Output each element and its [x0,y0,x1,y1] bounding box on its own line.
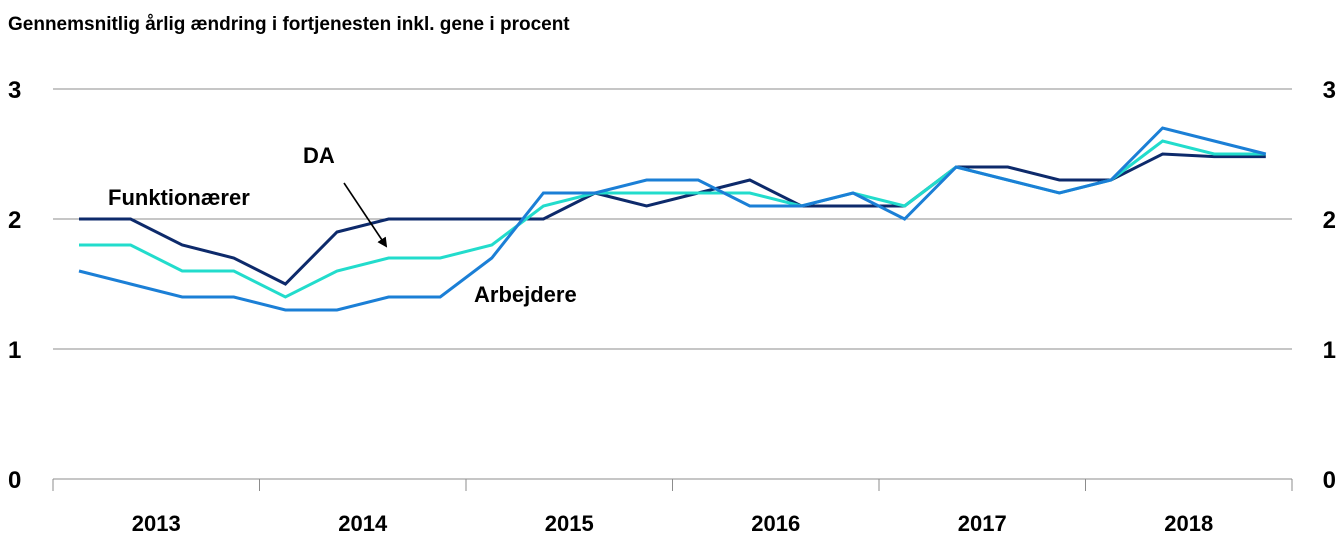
y-tick-label-right: 2 [1323,207,1336,234]
series-lines [78,126,1267,312]
y-tick-label-left: 2 [8,207,21,234]
x-tick-label: 2015 [545,511,594,536]
chart-title: Gennemsnitlig årlig ændring i fortjenest… [8,14,570,35]
y-tick-label-left: 1 [8,337,21,364]
x-tick-label: 2016 [751,511,800,536]
y-axis-right: 0 1 2 3 [1323,77,1336,494]
x-axis: 2013 2014 2015 2016 2017 2018 [52,478,1293,536]
x-tick-label: 2018 [1164,511,1213,536]
annotation-arbejdere: Arbejdere [474,282,577,307]
x-tick-label: 2014 [338,511,388,536]
x-tick-label: 2013 [132,511,181,536]
y-tick-label-left: 3 [8,77,21,104]
annotation-da: DA [303,143,335,168]
y-tick-label-right: 0 [1323,467,1336,494]
gridlines [53,88,1292,350]
series-line-funktionaerer [79,152,1266,286]
annotation-funktionaerer: Funktionærer [108,185,250,210]
annotation-da-arrow [343,182,388,248]
y-axis-left: 0 1 2 3 [8,77,21,494]
x-tick-label: 2017 [958,511,1007,536]
series-line-arbejdere [78,126,1267,312]
y-tick-label-right: 3 [1323,77,1336,104]
y-tick-label-left: 0 [8,467,21,494]
y-tick-label-right: 1 [1323,337,1336,364]
